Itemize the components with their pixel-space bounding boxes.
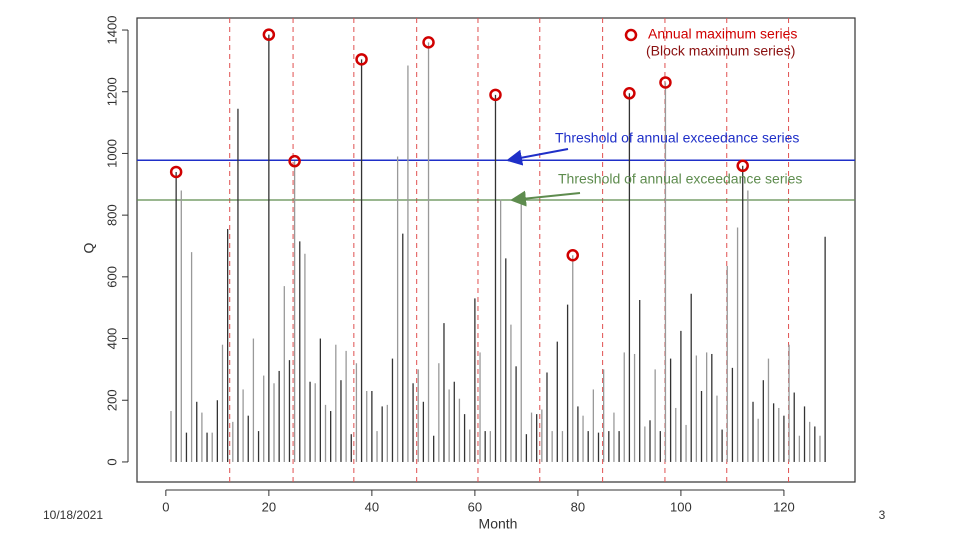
y-tick-label: 0 [104, 458, 119, 465]
x-tick-label: 80 [571, 499, 585, 514]
x-tick-label: 60 [468, 499, 482, 514]
x-tick-label: 100 [670, 499, 692, 514]
legend-label: Annual maximum series [648, 26, 797, 42]
annual-max-marker [489, 88, 502, 102]
y-tick-label: 1400 [104, 16, 119, 45]
y-tick-label: 1000 [104, 139, 119, 168]
y-axis-label: Q [81, 242, 97, 253]
threshold-label: Threshold of annual exceedance series [558, 171, 802, 187]
threshold-arrow [506, 148, 569, 166]
plot-frame [136, 17, 856, 483]
x-tick-label: 20 [262, 499, 276, 514]
y-tick-label: 1200 [104, 77, 119, 106]
x-tick-label: 0 [162, 499, 169, 514]
y-tick-label: 600 [104, 266, 119, 288]
y-tick-label: 400 [104, 328, 119, 350]
page-number: 3 [879, 508, 886, 522]
x-tick-label: 40 [365, 499, 379, 514]
x-axis-label: Month [479, 516, 518, 532]
annual-max-marker [422, 36, 435, 49]
annual-max-marker [566, 248, 579, 262]
annual-max-marker [623, 87, 636, 100]
legend-marker [624, 28, 638, 42]
annual-max-marker [355, 53, 368, 66]
threshold-label: Threshold of annual exceedance series [555, 130, 799, 146]
annual-max-marker [736, 159, 749, 173]
x-tick-label: 120 [773, 499, 795, 514]
annual-max-marker [262, 28, 276, 41]
y-tick-label: 800 [104, 204, 119, 226]
annual-max-marker [169, 165, 183, 179]
threshold-arrow [510, 190, 581, 207]
annual-max-marker [659, 76, 672, 89]
legend-sublabel: (Block maximum series) [646, 43, 795, 59]
footer-date: 10/18/2021 [43, 508, 103, 522]
y-tick-label: 200 [104, 389, 119, 411]
annual-max-marker [288, 154, 301, 168]
